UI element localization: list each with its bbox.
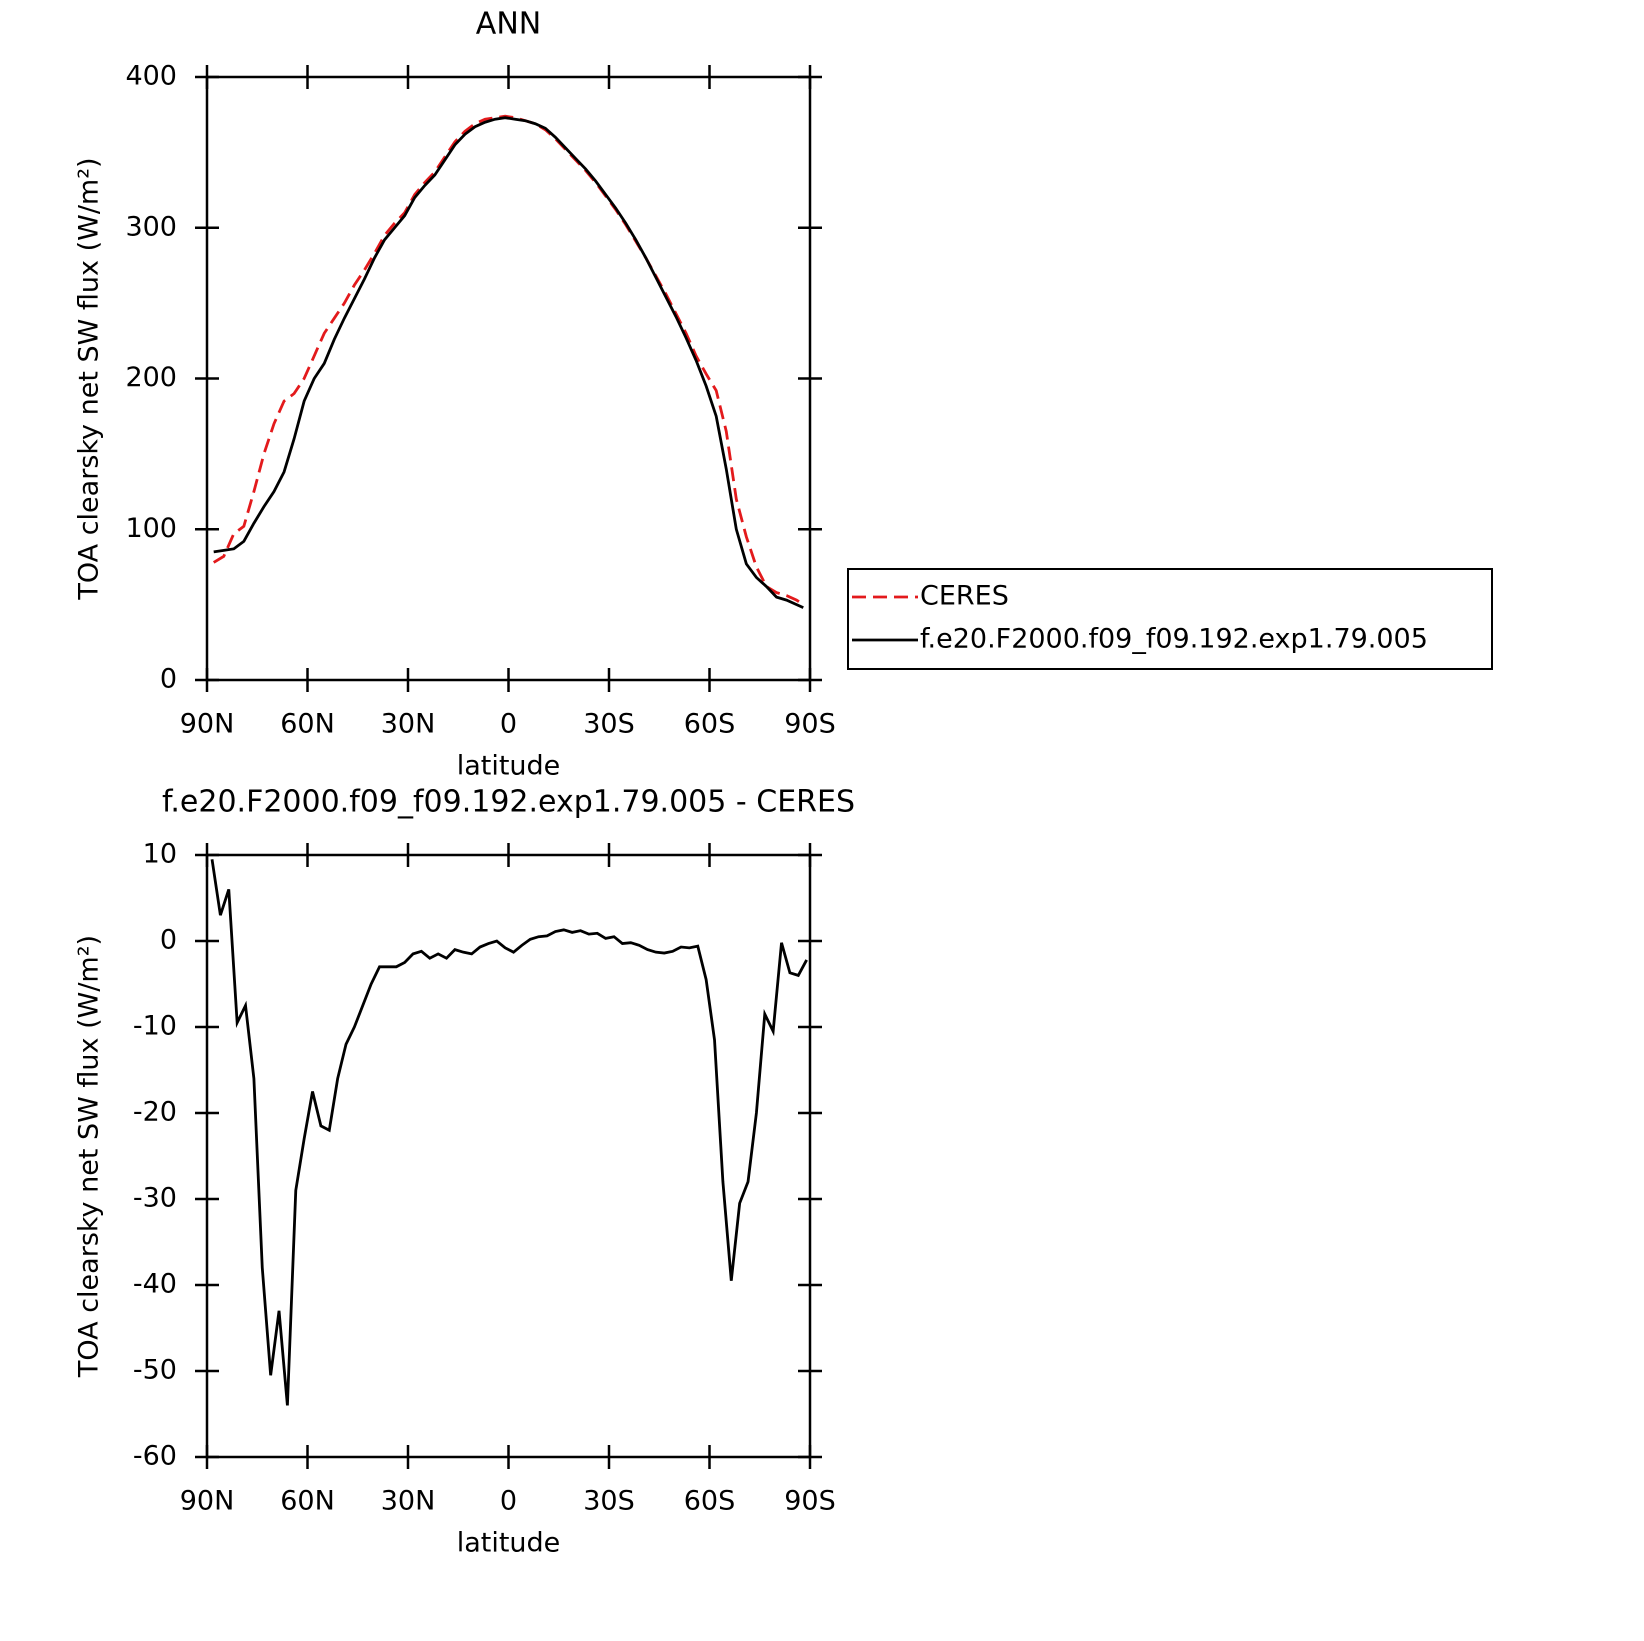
- legend-box: [847, 568, 1493, 670]
- x-axis-label: latitude: [457, 1528, 561, 1559]
- x-tick-label: 90S: [784, 709, 836, 740]
- y-tick-label: -40: [133, 1269, 177, 1300]
- y-tick-label: -60: [133, 1441, 177, 1472]
- x-tick-label: 90N: [180, 709, 235, 740]
- x-tick-label: 90N: [180, 1486, 235, 1517]
- y-tick-label: 100: [125, 513, 177, 544]
- x-tick-label: 60N: [280, 709, 335, 740]
- y-axis-label: TOA clearsky net SW flux (W/m²): [74, 935, 105, 1378]
- data-line: [210, 859, 808, 1406]
- x-tick-label: 60S: [684, 1486, 736, 1517]
- legend-label: f.e20.F2000.f09_f09.192.exp1.79.005: [920, 624, 1428, 655]
- plot-frame: [205, 853, 812, 1459]
- x-tick-label: 90S: [784, 1486, 836, 1517]
- legend-label: CERES: [920, 581, 1009, 612]
- y-tick-label: -20: [133, 1097, 177, 1128]
- x-tick-label: 0: [500, 709, 517, 740]
- y-tick-label: 0: [160, 664, 177, 695]
- y-tick-label: 10: [143, 839, 177, 870]
- plot-frame: [205, 75, 812, 682]
- y-tick-label: -30: [133, 1183, 177, 1214]
- x-axis-label: latitude: [457, 751, 561, 782]
- chart-title: f.e20.F2000.f09_f09.192.exp1.79.005 - CE…: [162, 785, 855, 820]
- x-tick-label: 60S: [684, 709, 736, 740]
- x-tick-label: 30N: [381, 709, 436, 740]
- x-tick-label: 30S: [583, 709, 635, 740]
- y-tick-label: 200: [125, 362, 177, 393]
- x-tick-label: 60N: [280, 1486, 335, 1517]
- x-tick-label: 30S: [583, 1486, 635, 1517]
- data-line: [213, 116, 804, 609]
- y-tick-label: -10: [133, 1011, 177, 1042]
- chart-title: ANN: [476, 7, 541, 42]
- data-line: [212, 114, 805, 606]
- y-axis-label: TOA clearsky net SW flux (W/m²): [74, 157, 105, 600]
- y-tick-label: 0: [160, 925, 177, 956]
- y-tick-label: -50: [133, 1355, 177, 1386]
- x-tick-label: 0: [500, 1486, 517, 1517]
- y-tick-label: 400: [125, 61, 177, 92]
- x-tick-label: 30N: [381, 1486, 436, 1517]
- y-tick-label: 300: [125, 211, 177, 242]
